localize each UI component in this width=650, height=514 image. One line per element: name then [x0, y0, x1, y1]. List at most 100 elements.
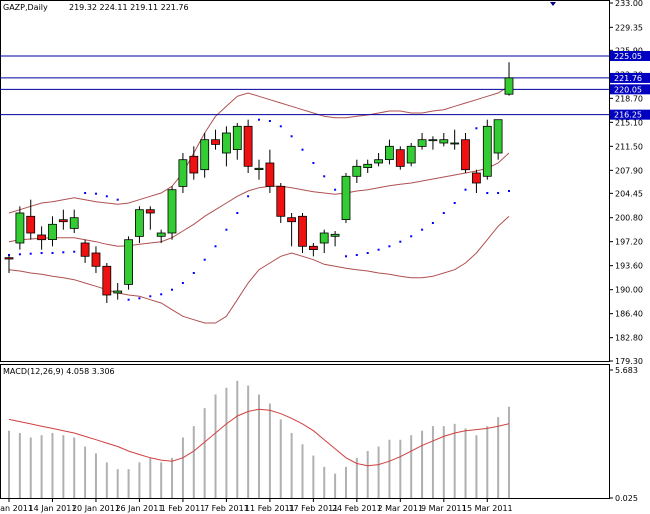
candle-body-up [319, 232, 329, 244]
price-level-label: 220.05 [614, 85, 642, 94]
candle-body-down [4, 257, 14, 260]
macd-histogram [8, 380, 511, 498]
price-panel: 233.00229.35225.90222.30218.70215.10211.… [0, 0, 650, 366]
price-tick-label: 190.00 [615, 286, 643, 295]
upper-band-line [8, 85, 510, 214]
candle-body-down [298, 215, 307, 247]
time-tick-label: 7 Feb 2011 [204, 504, 249, 513]
price-levels: 225.05 221.76 220.05 216.25 [0, 51, 650, 120]
time-tick-label: 26 Jan 2011 [115, 504, 163, 513]
sar-dot [214, 245, 217, 248]
price-level-tag [610, 84, 650, 95]
candles [4, 62, 514, 303]
candle-body-up [134, 209, 144, 237]
sar-dot [312, 162, 315, 164]
macd-signal-line [8, 408, 510, 467]
sar-dot [431, 222, 434, 224]
candle-body-up [363, 163, 373, 169]
candle-body-up [374, 159, 384, 164]
candle-body-up [384, 145, 394, 161]
candle-body-down [26, 215, 36, 234]
sar-dot [149, 295, 152, 298]
sar-dot [171, 288, 173, 291]
sar-dot [388, 245, 391, 248]
sar-dot [73, 250, 76, 253]
price-tick-label: 215.10 [615, 118, 643, 127]
candle-body-down [287, 217, 297, 223]
candle-body-down [308, 245, 318, 251]
candle-body-down [189, 155, 199, 174]
candle-body-down [80, 242, 90, 257]
candle-body-up [124, 239, 133, 285]
candle-body-up [493, 119, 503, 154]
middle-band-line [8, 152, 510, 247]
sar-dot [377, 248, 380, 251]
candle-body-up [48, 223, 57, 241]
time-tick-label: 10 Jan 2011 [0, 504, 33, 513]
time-tick-label: 20 Jan 2011 [72, 504, 120, 513]
candle-body-up [232, 125, 242, 151]
candle-body-down [461, 139, 470, 171]
sar-dot [203, 258, 206, 261]
sar-dot [116, 198, 119, 201]
price-level-tag [610, 109, 650, 120]
lower-band-line [8, 215, 510, 324]
candle-body-up [482, 125, 492, 177]
sar-dot [127, 298, 130, 301]
sar-dot [355, 254, 358, 256]
candle-body-up [406, 145, 416, 164]
candle-body-down [211, 139, 220, 145]
sar-dot [366, 252, 369, 254]
sar-dot [410, 235, 413, 238]
candle-body-up [341, 175, 351, 221]
candle-body-up [504, 77, 514, 95]
sar-dot [160, 293, 163, 296]
candle-body-down [265, 162, 275, 187]
price-level-label: 216.25 [614, 111, 642, 120]
sar-dot [508, 190, 510, 192]
sar-dot [138, 297, 141, 300]
price-tick-label: 229.35 [615, 23, 643, 32]
macd-tick-label: 5.683 [615, 366, 638, 375]
candle-body-up [330, 233, 340, 237]
candle-body-up [352, 165, 362, 177]
price-tick-label: 200.80 [615, 214, 643, 223]
macd-axis: 5.683 0.025 [609, 366, 638, 503]
candle-body-down [102, 265, 112, 296]
sar-dot [453, 202, 456, 204]
candle-body-up [254, 167, 264, 171]
candle-body-down [91, 252, 101, 267]
candle-body-up [156, 232, 166, 237]
period-marker-icon [550, 2, 556, 6]
sar-dot [18, 253, 21, 256]
sar-dot [464, 188, 467, 191]
sar-dot [181, 282, 184, 284]
candle-body-down [395, 149, 405, 167]
sar-dot [334, 188, 337, 191]
candle-body-down [243, 125, 253, 167]
price-tick-label: 207.90 [615, 166, 643, 175]
candle-body-down [276, 185, 286, 217]
sar-dot [486, 192, 489, 194]
price-tick-label: 197.20 [615, 238, 643, 247]
signal-line [8, 408, 510, 467]
price-tick-label: 186.40 [615, 310, 643, 319]
price-level-label: 225.05 [614, 52, 642, 61]
candle-body-up [450, 142, 460, 145]
sar-dot [323, 175, 326, 178]
price-tick-label: 182.80 [615, 334, 643, 343]
macd-label: MACD(12,26,9) 4.058 3.306 [3, 367, 115, 376]
sar-dot [475, 127, 478, 130]
sar-dot [236, 212, 239, 214]
macd-panel-frame [0, 364, 610, 499]
candle-body-up [417, 139, 427, 147]
sar-dot [62, 251, 65, 254]
time-tick-label: 1 Feb 2011 [161, 504, 206, 513]
sar-dot [279, 125, 282, 128]
time-tick-label: 11 Feb 2011 [245, 504, 295, 513]
price-tick-label: 211.50 [615, 142, 643, 151]
candle-body-down [471, 172, 481, 184]
sar-dot [95, 192, 97, 195]
candle-body-up [439, 139, 449, 144]
